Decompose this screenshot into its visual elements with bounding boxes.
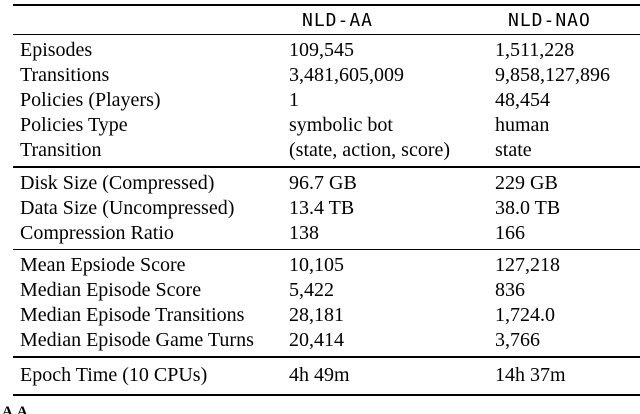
table-header-row: NLD-AA NLD-NAO bbox=[0, 6, 640, 34]
row-label: Compression Ratio bbox=[20, 221, 174, 244]
table-body: Episodes 109,545 1,511,228 Transitions 3,481… bbox=[0, 35, 640, 393]
row-label: Policies (Players) bbox=[20, 89, 161, 112]
table-row: Policies (Players) 1 48,454 bbox=[0, 88, 640, 113]
row-value: 13.4 TB bbox=[289, 196, 355, 219]
table-section-rule bbox=[13, 248, 640, 251]
table-section: Disk Size (Compressed) 96.7 GB 229 GB Data … bbox=[0, 168, 640, 249]
row-value: 28,181 bbox=[289, 304, 344, 327]
table-bottom-rule bbox=[13, 393, 640, 396]
table-row: Transition (state, action, score) state bbox=[0, 138, 640, 163]
table-row: Compression Ratio 138 166 bbox=[0, 221, 640, 246]
row-value: 10,105 bbox=[289, 254, 344, 277]
table-row: Epoch Time (10 CPUs) 4h 49m 14h 37m bbox=[0, 363, 640, 388]
column-header-nld-nao: NLD-NAO bbox=[508, 9, 591, 31]
table-row: Policies Type symbolic bot human bbox=[0, 113, 640, 138]
row-label: Policies Type bbox=[20, 114, 128, 137]
row-value: (state, action, score) bbox=[289, 139, 451, 162]
row-label: Median Episode Score bbox=[20, 279, 202, 302]
row-label: Disk Size (Compressed) bbox=[20, 171, 215, 194]
table-row: Median Episode Game Turns 20,414 3,766 bbox=[0, 328, 640, 353]
caption-fragment: AA bbox=[2, 404, 32, 414]
table-section: Mean Epsiode Score 10,105 127,218 Median Ep… bbox=[0, 250, 640, 356]
row-value: 20,414 bbox=[289, 329, 344, 352]
table-header-rule bbox=[13, 34, 640, 36]
row-value: 1,724.0 bbox=[495, 304, 555, 327]
row-value: 1,511,228 bbox=[495, 39, 575, 62]
table-row: Episodes 109,545 1,511,228 bbox=[0, 38, 640, 63]
table-row: Median Episode Transitions 28,181 1,724.0 bbox=[0, 303, 640, 328]
table-row: Mean Epsiode Score 10,105 127,218 bbox=[0, 253, 640, 278]
row-value: 3,481,605,009 bbox=[289, 64, 404, 87]
row-value: 836 bbox=[495, 279, 525, 302]
row-value: 3,766 bbox=[495, 329, 540, 352]
row-value: human bbox=[495, 114, 550, 137]
row-value: 127,218 bbox=[495, 254, 560, 277]
table-section-rule bbox=[13, 166, 640, 168]
row-label: Epoch Time (10 CPUs) bbox=[20, 363, 208, 386]
column-header-nld-aa: NLD-AA bbox=[302, 9, 374, 31]
row-value: 229 GB bbox=[495, 171, 558, 194]
row-value: 138 bbox=[289, 221, 319, 244]
row-label: Median Episode Transitions bbox=[20, 304, 245, 327]
row-label: Episodes bbox=[20, 39, 93, 62]
row-value: 109,545 bbox=[289, 39, 354, 62]
table-row: Data Size (Uncompressed) 13.4 TB 38.0 TB bbox=[0, 196, 640, 221]
row-label: Data Size (Uncompressed) bbox=[20, 196, 235, 219]
row-value: symbolic bot bbox=[289, 114, 393, 137]
row-value: 1 bbox=[289, 89, 299, 112]
table-row: Transitions 3,481,605,009 9,858,127,896 bbox=[0, 63, 640, 88]
row-value: 166 bbox=[495, 221, 525, 244]
table-section-rule bbox=[13, 356, 640, 358]
table-section: Episodes 109,545 1,511,228 Transitions 3,481… bbox=[0, 35, 640, 166]
table-row: Disk Size (Compressed) 96.7 GB 229 GB bbox=[0, 171, 640, 196]
table-top-rule bbox=[13, 4, 640, 6]
row-value: 4h 49m bbox=[289, 363, 350, 386]
table-row: Median Episode Score 5,422 836 bbox=[0, 278, 640, 303]
row-label: Median Episode Game Turns bbox=[20, 329, 254, 352]
row-value: 38.0 TB bbox=[495, 196, 561, 219]
table-section: Epoch Time (10 CPUs) 4h 49m 14h 37m bbox=[0, 358, 640, 394]
row-value: 96.7 GB bbox=[289, 171, 357, 194]
row-label: Transitions bbox=[20, 64, 110, 87]
row-label: Transition bbox=[20, 139, 102, 162]
row-value: 9,858,127,896 bbox=[495, 64, 610, 87]
row-value: 14h 37m bbox=[495, 363, 566, 386]
row-label: Mean Epsiode Score bbox=[20, 254, 186, 277]
row-value: 48,454 bbox=[495, 89, 550, 112]
row-value: state bbox=[495, 139, 532, 162]
row-value: 5,422 bbox=[289, 279, 334, 302]
